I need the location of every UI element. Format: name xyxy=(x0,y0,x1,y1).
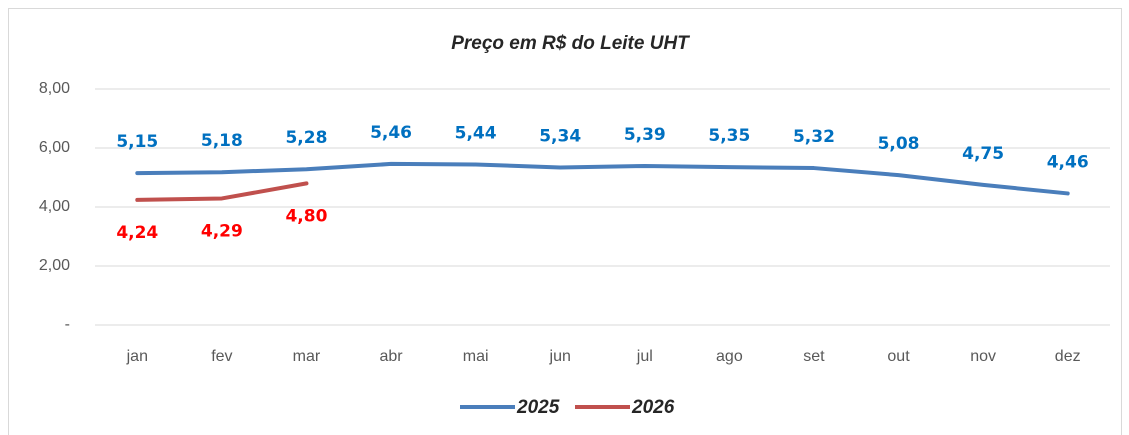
data-label: 4,29 xyxy=(201,221,243,241)
data-label: 4,80 xyxy=(285,206,327,226)
data-label: 4,75 xyxy=(962,144,1004,164)
y-tick-label: 4,00 xyxy=(39,198,70,215)
x-tick-label: mar xyxy=(293,348,321,365)
chart-title: Preço em R$ do Leite UHT xyxy=(451,33,690,54)
x-tick-label: dez xyxy=(1055,348,1081,365)
x-tick-label: nov xyxy=(970,348,996,365)
data-label: 4,46 xyxy=(1047,152,1089,172)
data-label: 5,35 xyxy=(708,126,750,146)
x-tick-label: jul xyxy=(636,348,653,365)
legend-label: 2025 xyxy=(516,397,560,418)
y-tick-label: 2,00 xyxy=(39,257,70,274)
x-tick-label: jun xyxy=(549,348,571,365)
data-label: 4,24 xyxy=(116,223,158,243)
data-label: 5,39 xyxy=(624,125,666,145)
y-tick-label: - xyxy=(65,316,70,333)
x-tick-label: fev xyxy=(211,348,232,365)
data-label: 5,34 xyxy=(539,126,581,146)
series-line xyxy=(135,181,309,202)
chart-border xyxy=(8,8,1122,435)
y-tick-label: 8,00 xyxy=(39,80,70,97)
data-label: 5,18 xyxy=(201,131,243,151)
x-tick-label: mai xyxy=(463,348,489,365)
legend-label: 2026 xyxy=(631,397,675,418)
data-label: 5,46 xyxy=(370,123,412,143)
x-tick-label: out xyxy=(887,348,910,365)
y-tick-label: 6,00 xyxy=(39,139,70,156)
x-tick-label: abr xyxy=(379,348,403,365)
data-label: 5,15 xyxy=(116,132,158,152)
x-tick-label: ago xyxy=(716,348,743,365)
series-line xyxy=(135,161,1070,196)
data-label: 5,32 xyxy=(793,127,835,147)
x-tick-label: jan xyxy=(126,348,148,365)
x-tick-label: set xyxy=(803,348,825,365)
data-label: 5,28 xyxy=(285,128,327,148)
data-label: 5,08 xyxy=(878,134,920,154)
data-label: 5,44 xyxy=(455,124,497,144)
